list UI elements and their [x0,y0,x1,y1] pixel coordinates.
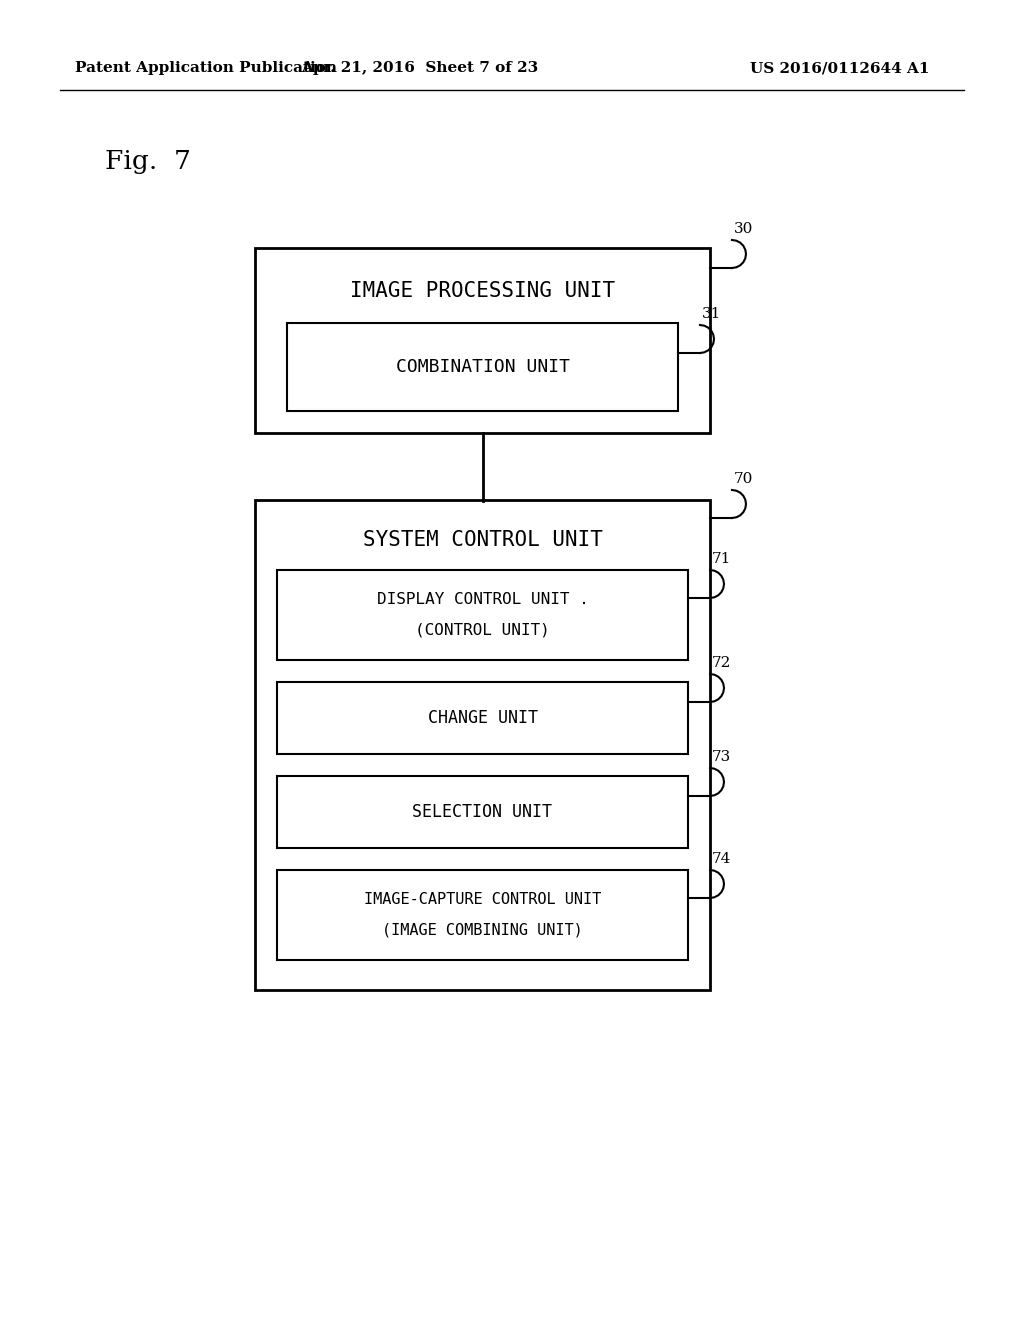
Bar [278,776,688,847]
Text: (CONTROL UNIT): (CONTROL UNIT) [415,623,550,638]
Text: IMAGE PROCESSING UNIT: IMAGE PROCESSING UNIT [350,281,615,301]
Text: Fig.  7: Fig. 7 [105,149,190,174]
Text: (IMAGE COMBINING UNIT): (IMAGE COMBINING UNIT) [382,923,583,937]
Text: 30: 30 [734,222,754,236]
Bar [278,570,688,660]
Text: IMAGE-CAPTURE CONTROL UNIT: IMAGE-CAPTURE CONTROL UNIT [364,892,601,908]
Text: 70: 70 [734,473,754,486]
Text: 31: 31 [702,308,721,321]
Text: 74: 74 [712,851,731,866]
Bar [255,248,710,433]
Text: 73: 73 [712,750,731,764]
Text: SYSTEM CONTROL UNIT: SYSTEM CONTROL UNIT [362,531,602,550]
Text: SELECTION UNIT: SELECTION UNIT [413,803,553,821]
Text: COMBINATION UNIT: COMBINATION UNIT [395,358,569,376]
Bar [278,682,688,754]
Text: CHANGE UNIT: CHANGE UNIT [427,709,538,727]
Bar [255,500,710,990]
Text: 72: 72 [712,656,731,671]
Bar [287,323,678,411]
Text: Patent Application Publication: Patent Application Publication [75,61,337,75]
Text: US 2016/0112644 A1: US 2016/0112644 A1 [750,61,930,75]
Text: DISPLAY CONTROL UNIT .: DISPLAY CONTROL UNIT . [377,593,589,607]
Text: Apr. 21, 2016  Sheet 7 of 23: Apr. 21, 2016 Sheet 7 of 23 [301,61,539,75]
Bar [278,870,688,960]
Text: 71: 71 [712,552,731,566]
